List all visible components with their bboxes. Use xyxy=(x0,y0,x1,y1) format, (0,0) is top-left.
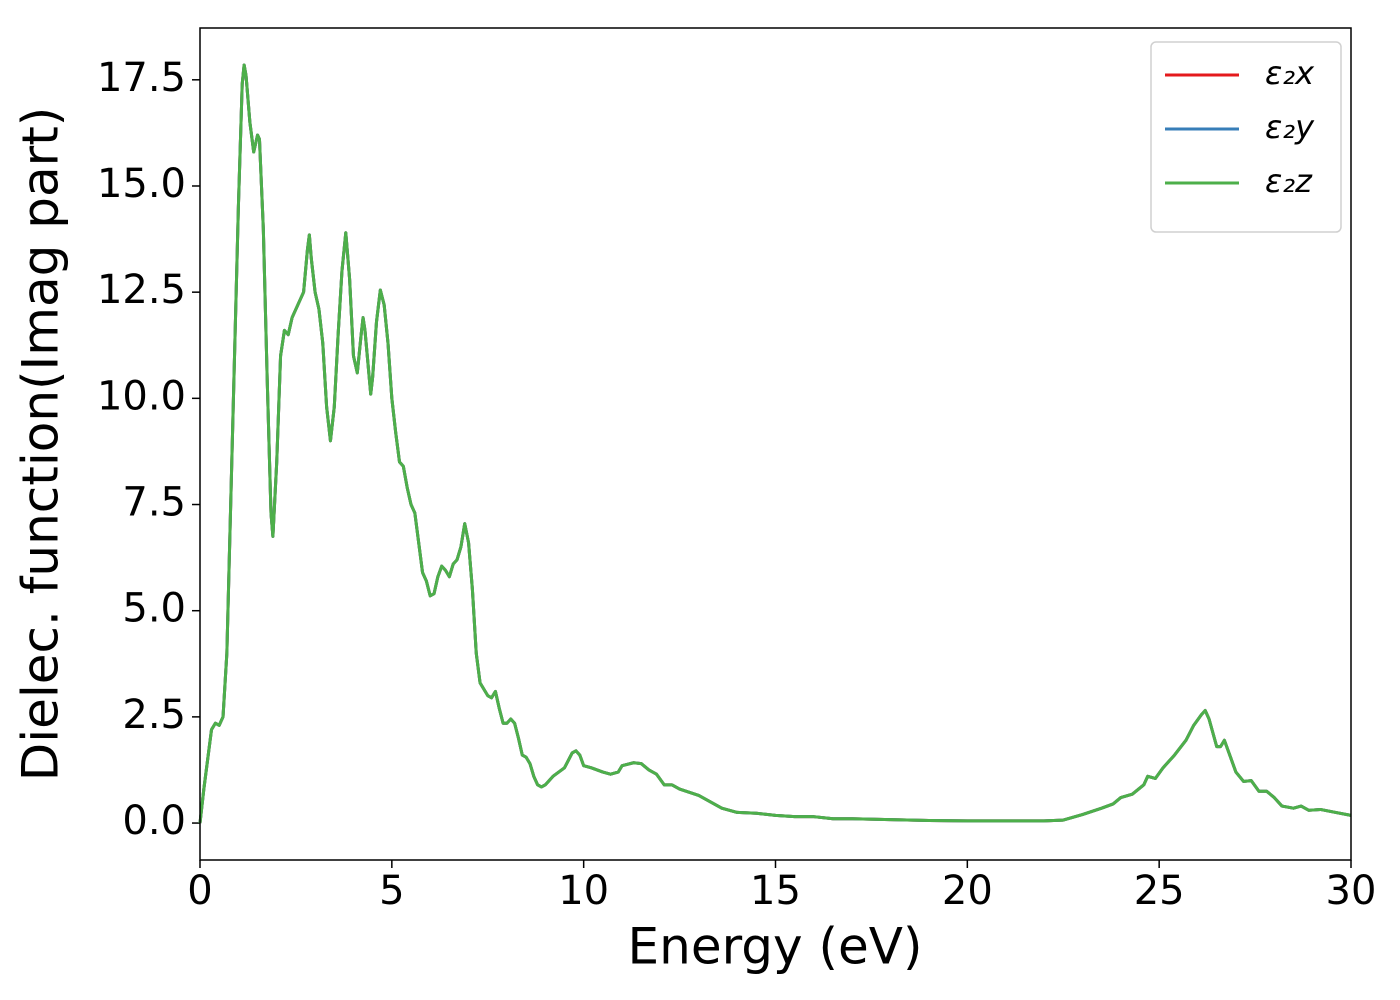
x-tick-label: 10 xyxy=(558,868,609,914)
legend-label: ε₂x xyxy=(1265,54,1315,92)
y-tick-label: 12.5 xyxy=(97,267,186,313)
x-tick-label: 5 xyxy=(379,868,404,914)
x-axis-label: Energy (eV) xyxy=(628,918,923,976)
y-tick-label: 15.0 xyxy=(97,161,186,207)
y-tick-label: 5.0 xyxy=(122,586,186,632)
legend-label: ε₂z xyxy=(1265,162,1313,200)
y-tick-label: 2.5 xyxy=(122,692,186,738)
y-tick-label: 17.5 xyxy=(97,55,186,101)
plot-frame xyxy=(199,27,1352,861)
y-tick-label: 0.0 xyxy=(122,798,186,844)
data-line xyxy=(198,63,1352,824)
legend-label: ε₂y xyxy=(1265,108,1315,146)
y-tick-label: 10.0 xyxy=(97,373,186,419)
x-tick-label: 20 xyxy=(942,868,993,914)
x-tick-label: 30 xyxy=(1326,868,1377,914)
x-tick-label: 15 xyxy=(750,868,801,914)
x-tick-label: 25 xyxy=(1134,868,1185,914)
x-tick-label: 0 xyxy=(187,868,212,914)
y-axis-label: Dielec. function(Imag part) xyxy=(12,107,70,782)
y-tick-label: 7.5 xyxy=(122,480,186,526)
